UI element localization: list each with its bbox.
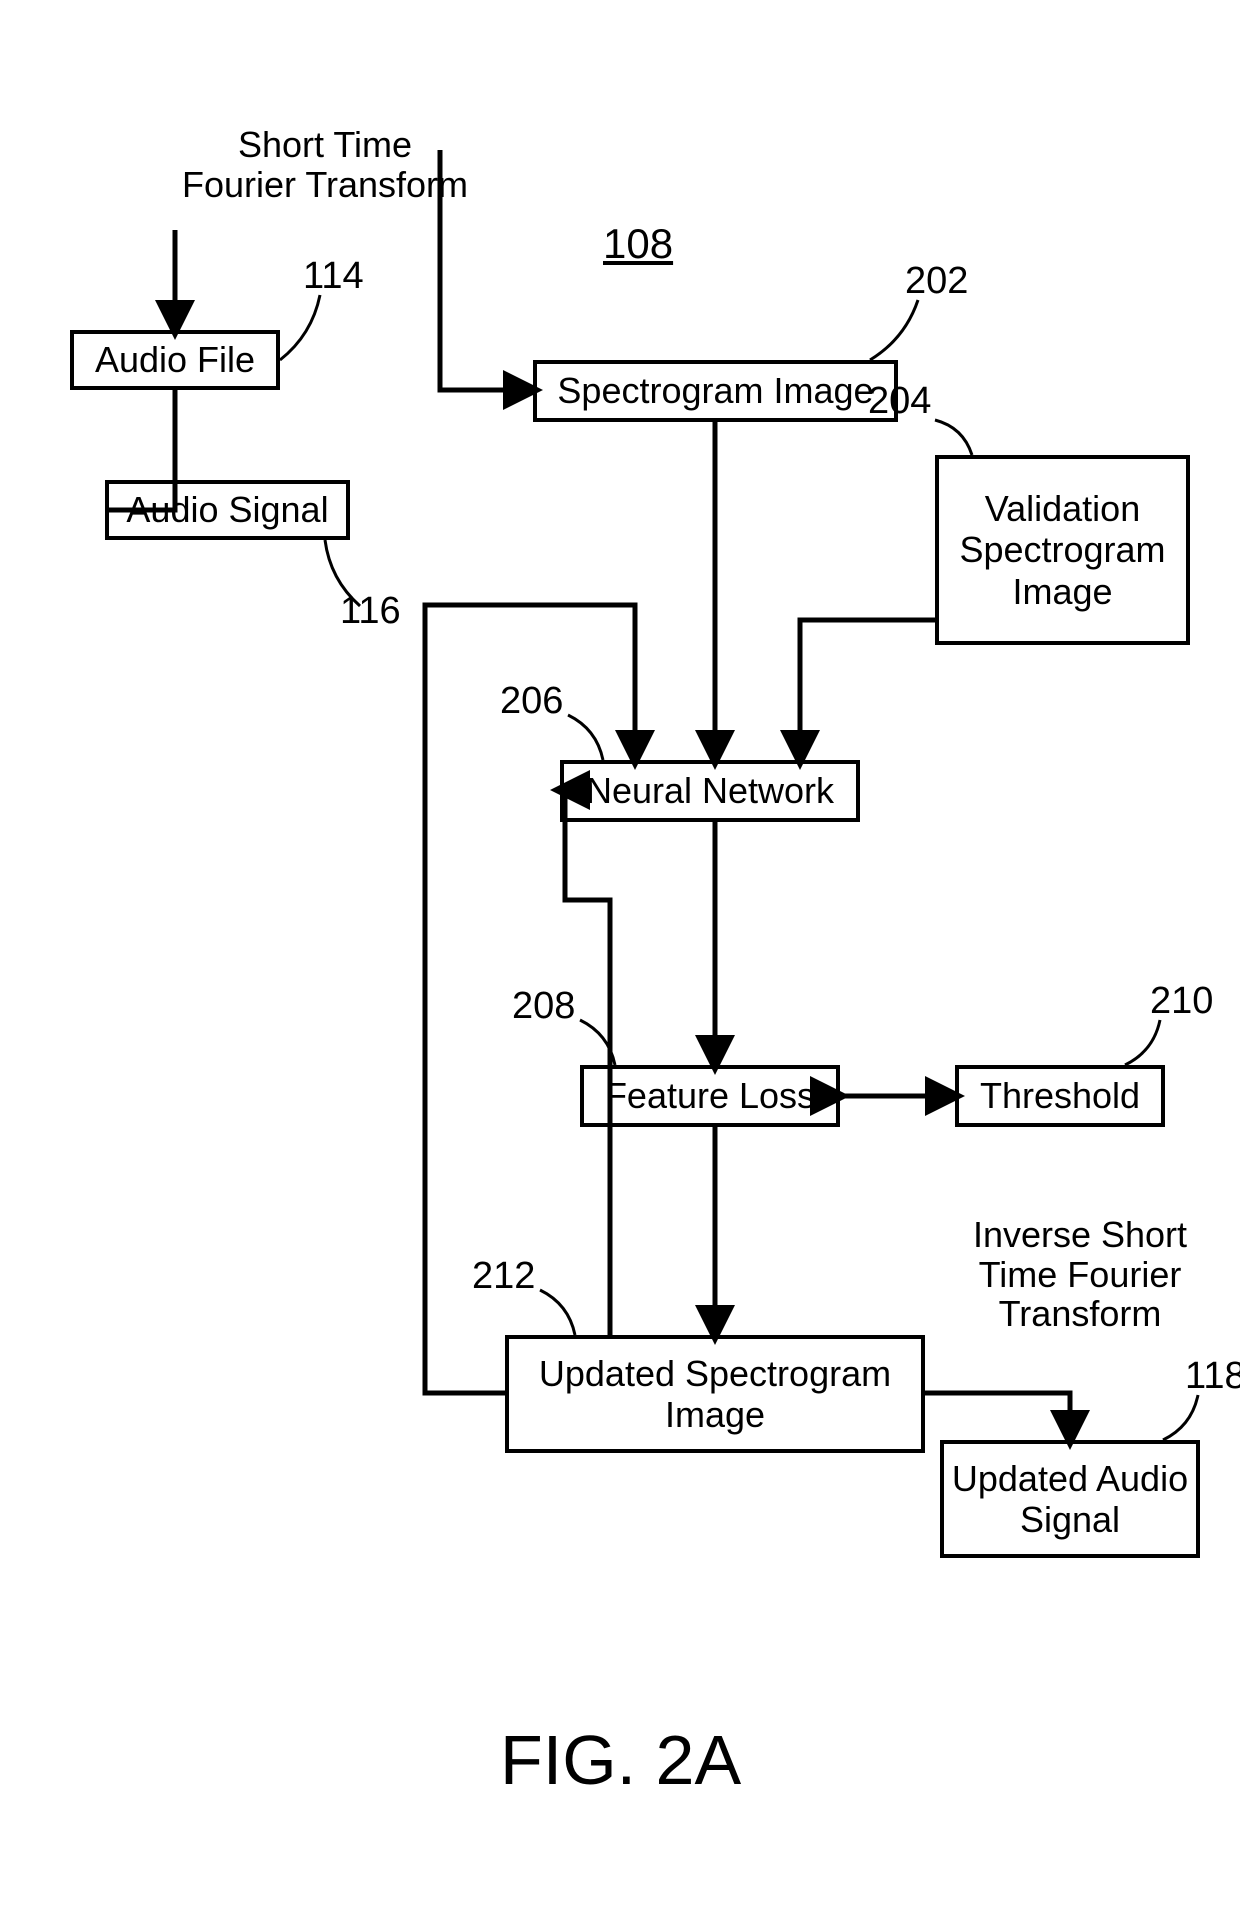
edge-updspec-to-nn-inner [560,790,610,1335]
box-validation: Validation Spectrogram Image [935,455,1190,645]
lead-line-208 [580,1020,615,1065]
box-audio-signal-label: Audio Signal [126,489,328,530]
edge-updspec-to-audio [925,1393,1070,1440]
lead-line-118 [1163,1395,1198,1440]
box-audio-signal: Audio Signal [105,480,350,540]
box-neural-network-label: Neural Network [586,770,834,811]
connectors-svg [0,0,1240,1932]
lead-line-114 [280,295,320,360]
box-validation-label: Validation Spectrogram Image [959,488,1165,612]
box-spectrogram: Spectrogram Image [533,360,898,422]
box-updated-audio: Updated Audio Signal [940,1440,1200,1558]
figure-title: FIG. 2A [500,1720,741,1800]
ref-114: 114 [303,255,364,298]
box-feature-loss: Feature Loss [580,1065,840,1127]
ref-206: 206 [500,680,563,723]
ref-118: 118 [1185,1355,1240,1398]
box-feature-loss-label: Feature Loss [605,1075,815,1116]
ref-212: 212 [472,1255,535,1298]
box-updated-spectrogram: Updated Spectrogram Image [505,1335,925,1453]
ref-116: 116 [340,590,401,633]
ref-210: 210 [1150,980,1213,1023]
box-updated-audio-label: Updated Audio Signal [952,1458,1188,1541]
lead-line-204 [935,420,972,455]
box-spectrogram-label: Spectrogram Image [557,370,873,411]
box-threshold-label: Threshold [980,1075,1140,1116]
figure-ref-id: 108 [603,220,673,268]
ref-204: 204 [868,380,931,423]
box-threshold: Threshold [955,1065,1165,1127]
box-neural-network: Neural Network [560,760,860,822]
lead-line-210 [1125,1020,1160,1065]
edge-label-stft: Short Time Fourier Transform [165,125,485,204]
diagram-canvas: 108 Audio File Audio Signal Spectrogram … [0,0,1240,1932]
ref-208: 208 [512,985,575,1028]
edge-label-istft: Inverse Short Time Fourier Transform [945,1215,1215,1334]
box-audio-file: Audio File [70,330,280,390]
box-audio-file-label: Audio File [95,339,255,380]
lead-line-202 [870,300,918,360]
edge-validation-to-nn [800,620,935,760]
lead-line-206 [568,715,603,760]
ref-202: 202 [905,260,968,303]
lead-line-212 [540,1290,575,1335]
box-updated-spectrogram-label: Updated Spectrogram Image [539,1353,891,1436]
